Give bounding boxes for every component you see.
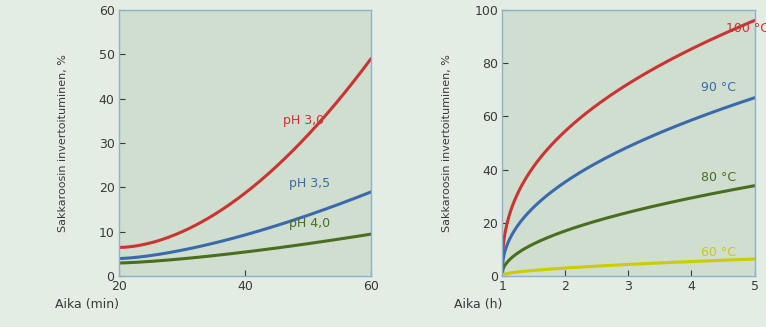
Text: 80 °C: 80 °C [701, 171, 736, 184]
Text: 100 °C: 100 °C [726, 22, 766, 35]
Text: pH 3,5: pH 3,5 [289, 177, 330, 190]
Text: 60 °C: 60 °C [701, 246, 736, 259]
Text: 90 °C: 90 °C [701, 80, 736, 94]
Text: pH 3,0: pH 3,0 [283, 114, 324, 127]
Text: Sakkaroosin invertoituminen, %: Sakkaroosin invertoituminen, % [58, 54, 68, 232]
Text: Aika (h): Aika (h) [453, 298, 502, 311]
Text: Aika (min): Aika (min) [54, 298, 119, 311]
Text: Sakkaroosin invertoituminen, %: Sakkaroosin invertoituminen, % [442, 54, 452, 232]
Text: pH 4,0: pH 4,0 [289, 216, 330, 230]
